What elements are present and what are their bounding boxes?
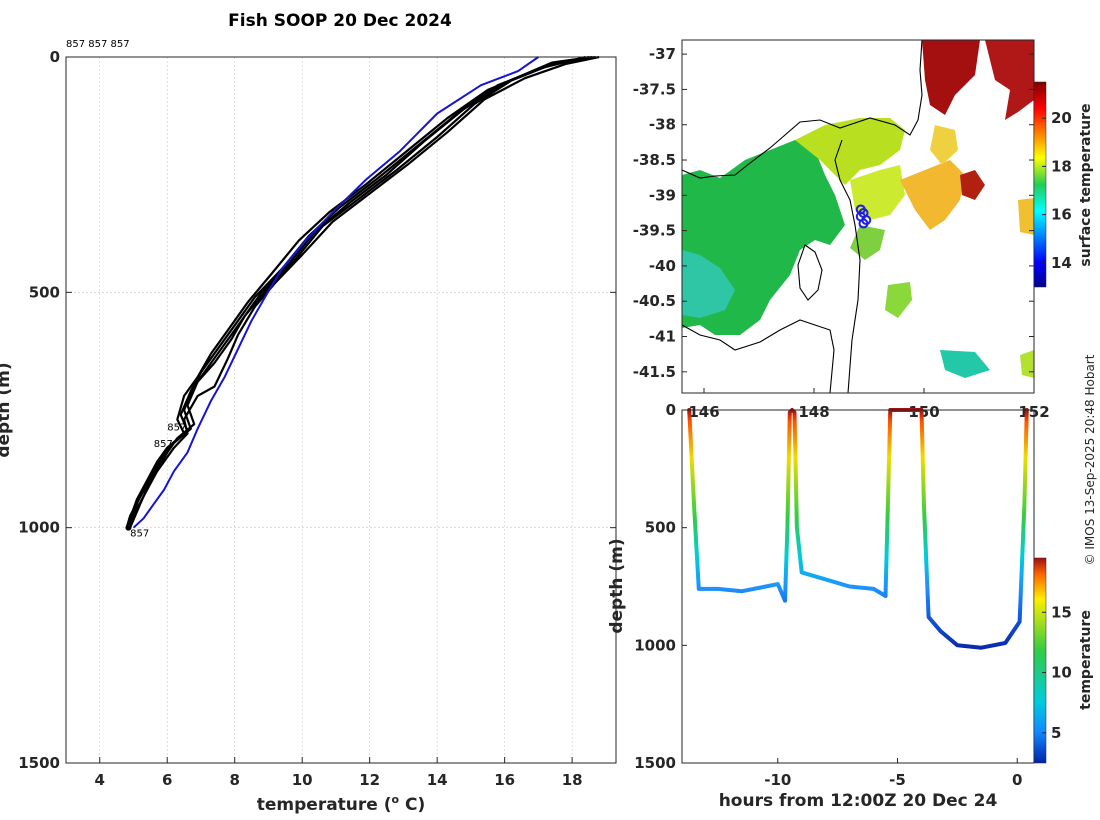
section-track-0 <box>687 408 787 603</box>
profile-grid <box>66 56 616 764</box>
section-track-1 <box>783 408 888 603</box>
section-colorbar-ticks: 5 10 15 <box>1042 603 1072 742</box>
section-ytick-label: 1500 <box>634 754 676 772</box>
map-ytick-label: -37.5 <box>633 80 676 98</box>
profile-series-climatology <box>132 56 539 529</box>
section-colorbar-tick-label: 5 <box>1051 724 1061 742</box>
sst-patch-orange-far <box>1018 198 1034 235</box>
profile-series-profile-4 <box>125 55 590 529</box>
map-ytick-label: -38.5 <box>633 151 676 169</box>
section-track-2 <box>883 408 1029 650</box>
sst-patch-orange-east <box>900 160 965 230</box>
profile-annotation-1: 857 <box>130 528 149 539</box>
profile-xtick-label: 8 <box>229 771 239 789</box>
section-colorbar-label: temperature <box>1078 610 1094 710</box>
sst-patch-green-se <box>885 282 912 318</box>
profile-xtick-label: 12 <box>359 771 380 789</box>
section-ytick-label: 500 <box>645 519 676 537</box>
map-ticks: -37 -37.5 -38 -38.5 -39 -39.5 -40 -40.5 -41 -41.5… <box>633 45 1050 421</box>
section-colorbar <box>1033 557 1047 764</box>
profile-ytick-label: 500 <box>29 283 60 301</box>
profile-xtick-label: 4 <box>95 771 105 789</box>
sst-patch-red-east <box>960 170 985 200</box>
section-xtick-label: -5 <box>889 771 906 789</box>
map-colorbar-ticks: 14 16 18 20 <box>1042 109 1072 272</box>
section-tracks <box>687 408 1029 650</box>
coastline-island <box>797 244 823 301</box>
profile-axes-frame <box>65 56 617 764</box>
map-colorbar-tick-label: 20 <box>1051 109 1072 127</box>
section-xtick-label: 0 <box>1012 771 1022 789</box>
profile-series-profile-5 <box>125 55 586 529</box>
coastline-mainland <box>682 40 923 179</box>
sst-patch-orange-ne <box>930 125 958 165</box>
profile-ticks: 4 6 8 10 12 14 16 18 0 500 1000 1500 <box>18 48 616 789</box>
ship-track <box>855 204 872 229</box>
map-xtick-label: 150 <box>908 403 939 421</box>
map-ytick-label: -37 <box>649 45 676 63</box>
coastline-east <box>834 139 861 393</box>
sst-patch-red-ne1 <box>922 40 980 115</box>
map-ytick-label: -39 <box>649 186 676 204</box>
map-xtick-label: 146 <box>688 403 719 421</box>
map-ytick-label: -38 <box>649 116 676 134</box>
profile-xlabel: temperature (o C) <box>257 793 426 815</box>
section-ytick-label: 1000 <box>634 636 676 654</box>
map-colorbar-tick-label: 16 <box>1051 206 1072 224</box>
profile-ytick-label: 0 <box>50 48 60 66</box>
map-xtick-label: 148 <box>798 403 829 421</box>
map-ytick-label: -39.5 <box>633 222 676 240</box>
profile-ytick-label: 1000 <box>18 519 60 537</box>
coastline <box>682 40 923 393</box>
profile-annotation-3: 857 <box>154 439 173 450</box>
section-colorbar-tick-label: 15 <box>1051 603 1072 621</box>
map-colorbar-label: surface temperature <box>1078 103 1094 266</box>
map-ytick-label: -40.5 <box>633 292 676 310</box>
section-ticks: 0 500 1000 1500 -10 -5 0 <box>634 401 1022 789</box>
map-colorbar-tick-label: 18 <box>1051 157 1072 175</box>
profile-series-layer <box>125 55 600 529</box>
credit-text: © IMOS 13-Sep-2025 20:48 Hobart <box>1083 354 1097 565</box>
profile-annotation-2: 857 <box>167 422 186 433</box>
sst-patch-cyan-se <box>1020 350 1034 378</box>
profile-ytick-label: 1500 <box>18 754 60 772</box>
section-ylabel: depth (m) <box>607 538 627 633</box>
map-ytick-label: -41 <box>649 328 676 346</box>
profile-xtick-label: 6 <box>162 771 172 789</box>
coastline-tasmania-north <box>682 319 835 393</box>
section-xlabel: hours from 12:00Z 20 Dec 24 <box>719 791 998 811</box>
section-colorbar-tick-label: 10 <box>1051 664 1072 682</box>
ship-position-marker <box>855 211 866 222</box>
map-ytick-label: -41.5 <box>633 363 676 381</box>
profile-xtick-label: 14 <box>427 771 448 789</box>
profile-annotations: 857 857 857 857 857 857 <box>66 39 186 539</box>
profile-annotation-0: 857 857 857 <box>66 39 130 50</box>
map-colorbar <box>1033 81 1047 288</box>
profile-end-marker <box>125 524 132 531</box>
sst-patch-cyan-sw <box>940 350 990 378</box>
sst-patch-yellowgreen <box>795 118 905 185</box>
sst-patch-lightgreen <box>682 250 735 318</box>
profile-xtick-label: 10 <box>292 771 313 789</box>
section-ytick-label: 0 <box>666 401 676 419</box>
map-ytick-label: -40 <box>649 257 676 275</box>
section-xtick-label: -10 <box>764 771 791 789</box>
profile-xtick-label: 16 <box>494 771 515 789</box>
profile-ylabel: depth (m) <box>0 362 14 457</box>
figure-title: Fish SOOP 20 Dec 2024 <box>228 11 452 31</box>
profile-series-profile-1 <box>129 55 600 529</box>
map-colorbar-tick-label: 14 <box>1051 254 1072 272</box>
surface-temperature-map: -37 -37.5 -38 -38.5 -39 -39.5 -40 -40.5 -41 -41.5… <box>633 39 1094 421</box>
sst-patch-red-ne2 <box>985 40 1034 120</box>
depth-time-chart: 0 500 1000 1500 -10 -5 0 hours from 12:00Z 20 … <box>607 401 1094 811</box>
profile-xtick-label: 18 <box>562 771 583 789</box>
